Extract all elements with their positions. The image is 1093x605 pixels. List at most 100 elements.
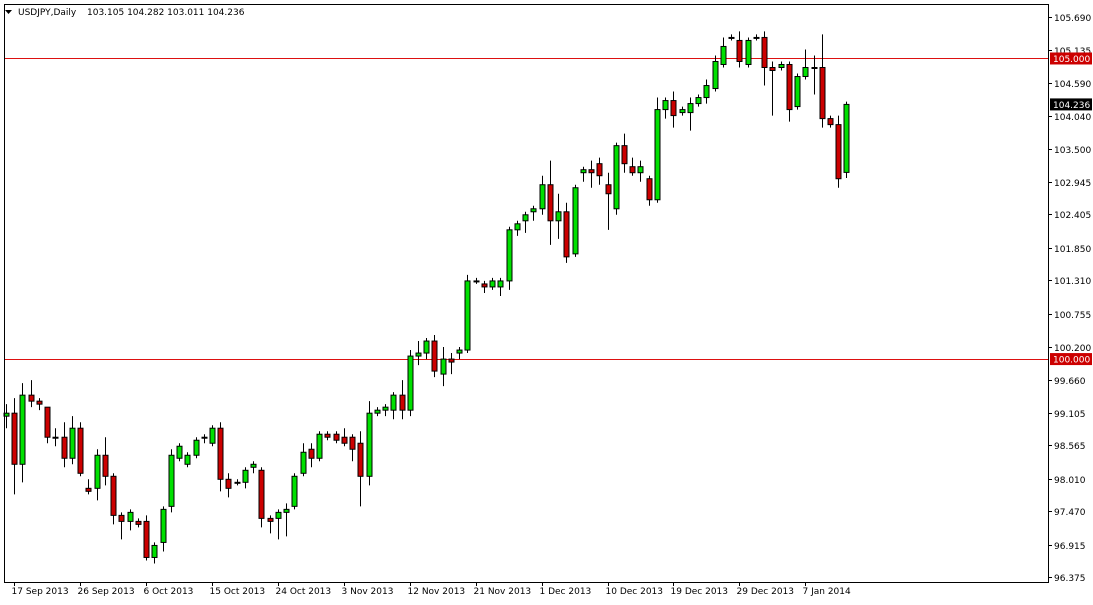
candle[interactable] — [28, 380, 35, 408]
candle[interactable] — [291, 473, 298, 510]
candle[interactable] — [390, 392, 397, 420]
candle[interactable] — [250, 461, 257, 474]
candle[interactable] — [728, 34, 735, 41]
price-axis[interactable]: 105.690 105.135 104.590 104.040 103.500 102.9… — [1048, 14, 1091, 584]
candle[interactable] — [580, 166, 587, 182]
candle[interactable] — [794, 73, 801, 110]
candle[interactable] — [316, 431, 323, 462]
candle[interactable] — [712, 55, 719, 92]
candle[interactable] — [530, 205, 537, 221]
candle[interactable] — [242, 467, 249, 489]
candle[interactable] — [94, 449, 101, 501]
candle[interactable] — [456, 347, 463, 360]
candle[interactable] — [778, 61, 785, 71]
candle[interactable] — [366, 401, 373, 486]
candle[interactable] — [349, 434, 356, 462]
candle[interactable] — [308, 443, 315, 468]
candle[interactable] — [662, 97, 669, 119]
candle[interactable] — [19, 383, 26, 483]
candle[interactable] — [440, 347, 447, 387]
candle[interactable] — [357, 431, 364, 507]
candle[interactable] — [193, 437, 200, 459]
candle[interactable] — [481, 280, 488, 293]
candle[interactable] — [605, 172, 612, 230]
candle[interactable] — [209, 425, 216, 447]
dropdown-arrow-icon[interactable] — [5, 10, 12, 14]
candle[interactable] — [646, 175, 653, 206]
candle[interactable] — [118, 512, 125, 540]
candle[interactable] — [143, 515, 150, 561]
candle[interactable] — [572, 184, 579, 257]
candle[interactable] — [407, 350, 414, 417]
candles[interactable] — [3, 31, 850, 564]
candle[interactable] — [563, 202, 570, 263]
candle[interactable] — [201, 434, 208, 444]
candle[interactable] — [176, 443, 183, 462]
candle[interactable] — [61, 422, 68, 468]
candle[interactable] — [399, 380, 406, 420]
candle[interactable] — [629, 157, 636, 176]
candle[interactable] — [341, 428, 348, 447]
candle[interactable] — [769, 61, 776, 116]
candle[interactable] — [819, 34, 826, 128]
candle[interactable] — [835, 115, 842, 188]
candle[interactable] — [184, 452, 191, 468]
candle[interactable] — [324, 431, 331, 441]
candle[interactable] — [415, 341, 422, 366]
candle[interactable] — [802, 49, 809, 80]
candle[interactable] — [275, 509, 282, 540]
candle[interactable] — [333, 431, 340, 444]
candle[interactable] — [745, 37, 752, 68]
candle[interactable] — [843, 101, 850, 179]
candle[interactable] — [827, 115, 834, 128]
candle[interactable] — [497, 277, 504, 296]
candle[interactable] — [703, 79, 710, 104]
candle[interactable] — [539, 175, 546, 215]
candle[interactable] — [69, 416, 76, 465]
candle[interactable] — [217, 422, 224, 492]
candle[interactable] — [135, 518, 142, 528]
candle[interactable] — [102, 437, 109, 486]
candle[interactable] — [52, 428, 59, 447]
candle[interactable] — [736, 31, 743, 68]
candle[interactable] — [448, 353, 455, 375]
candle[interactable] — [522, 211, 529, 233]
candle[interactable] — [473, 277, 480, 284]
candle[interactable] — [464, 274, 471, 354]
candle[interactable] — [514, 220, 521, 236]
candle[interactable] — [637, 160, 644, 182]
candle[interactable] — [168, 449, 175, 513]
candle[interactable] — [588, 160, 595, 188]
candle[interactable] — [679, 106, 686, 116]
candle[interactable] — [547, 160, 554, 245]
candle[interactable] — [786, 61, 793, 122]
candle[interactable] — [423, 338, 430, 360]
candle[interactable] — [300, 443, 307, 477]
candle[interactable] — [382, 404, 389, 417]
candle[interactable] — [374, 407, 381, 417]
candle[interactable] — [258, 467, 265, 528]
candle[interactable] — [110, 473, 117, 525]
candle[interactable] — [44, 406, 51, 444]
candle[interactable] — [811, 55, 818, 95]
candle[interactable] — [431, 335, 438, 378]
candle[interactable] — [489, 277, 496, 290]
candle[interactable] — [596, 157, 603, 185]
candle[interactable] — [11, 398, 18, 495]
candle[interactable] — [613, 142, 620, 215]
candle[interactable] — [761, 31, 768, 86]
candle[interactable] — [720, 37, 727, 68]
candle[interactable] — [85, 479, 92, 495]
candle[interactable] — [555, 193, 562, 239]
candle[interactable] — [267, 515, 274, 534]
candle[interactable] — [753, 34, 760, 41]
candle[interactable] — [127, 509, 134, 531]
candle[interactable] — [151, 542, 158, 564]
candle[interactable] — [225, 473, 232, 498]
candle[interactable] — [695, 94, 702, 107]
candle[interactable] — [36, 398, 43, 411]
candle[interactable] — [670, 91, 677, 128]
candle[interactable] — [283, 503, 290, 537]
